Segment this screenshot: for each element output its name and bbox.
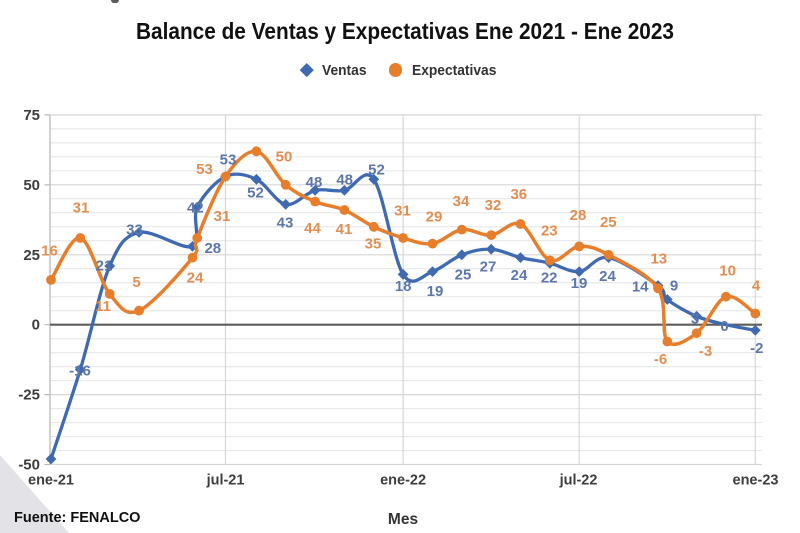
- svg-text:48: 48: [336, 172, 353, 189]
- svg-text:10: 10: [719, 263, 736, 280]
- svg-text:75: 75: [23, 107, 40, 124]
- svg-text:22: 22: [541, 270, 558, 287]
- svg-text:31: 31: [214, 208, 231, 225]
- svg-text:43: 43: [277, 215, 294, 232]
- svg-text:0: 0: [720, 318, 728, 335]
- svg-text:23: 23: [541, 223, 558, 240]
- svg-text:13: 13: [650, 251, 667, 268]
- svg-text:35: 35: [365, 236, 382, 253]
- svg-text:19: 19: [571, 275, 588, 292]
- svg-text:-50: -50: [18, 457, 40, 474]
- svg-text:21: 21: [96, 258, 113, 275]
- svg-text:14: 14: [632, 279, 649, 296]
- svg-text:24: 24: [511, 267, 528, 284]
- svg-text:50: 50: [23, 177, 40, 194]
- svg-text:3: 3: [691, 311, 699, 328]
- svg-text:jul-21: jul-21: [206, 473, 245, 489]
- svg-text:50: 50: [276, 149, 293, 166]
- svg-text:27: 27: [480, 259, 497, 276]
- svg-text:53: 53: [196, 161, 213, 178]
- svg-text:4: 4: [752, 278, 761, 295]
- svg-text:ene-21: ene-21: [28, 473, 74, 489]
- svg-text:41: 41: [336, 221, 353, 238]
- svg-text:53: 53: [220, 151, 237, 168]
- svg-text:25: 25: [600, 214, 617, 231]
- svg-text:52: 52: [247, 185, 264, 202]
- svg-text:16: 16: [41, 243, 58, 260]
- svg-text:19: 19: [427, 283, 444, 300]
- svg-text:-3: -3: [699, 343, 712, 360]
- svg-text:33: 33: [126, 222, 143, 239]
- svg-text:44: 44: [304, 220, 321, 237]
- svg-text:28: 28: [204, 240, 221, 257]
- svg-text:ene-23: ene-23: [733, 473, 779, 489]
- svg-text:31: 31: [73, 200, 90, 217]
- svg-text:24: 24: [599, 268, 616, 285]
- svg-text:-2: -2: [750, 340, 763, 357]
- svg-text:32: 32: [485, 197, 502, 214]
- svg-text:29: 29: [426, 208, 443, 225]
- svg-text:5: 5: [132, 274, 140, 291]
- svg-text:-16: -16: [69, 363, 91, 380]
- svg-text:25: 25: [23, 247, 40, 264]
- svg-text:-6: -6: [654, 351, 667, 368]
- svg-text:11: 11: [95, 298, 111, 315]
- svg-text:jul-22: jul-22: [559, 473, 598, 489]
- svg-text:18: 18: [395, 278, 412, 295]
- svg-text:48: 48: [306, 174, 323, 191]
- svg-text:52: 52: [368, 162, 385, 179]
- svg-text:0: 0: [32, 317, 40, 334]
- svg-text:34: 34: [453, 193, 470, 210]
- svg-text:28: 28: [570, 207, 587, 224]
- svg-text:31: 31: [394, 203, 411, 220]
- svg-text:36: 36: [510, 186, 527, 203]
- svg-text:24: 24: [187, 270, 204, 287]
- svg-text:-25: -25: [18, 387, 40, 404]
- svg-text:ene-22: ene-22: [380, 473, 426, 489]
- svg-text:42: 42: [187, 200, 204, 217]
- svg-text:25: 25: [455, 267, 472, 284]
- svg-text:9: 9: [670, 278, 678, 295]
